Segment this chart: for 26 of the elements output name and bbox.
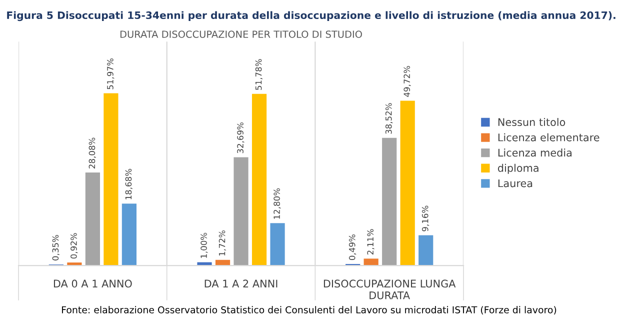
chart-title: Figura 5 Disoccupati 15-34enni per durata della disoccupazione e livello di istruzione (media annua 2017). [7,11,616,22]
data-label: 9,16% [422,206,430,232]
data-label: 51,97% [107,58,114,90]
data-label: 38,52% [385,103,393,134]
source-note: Fonte: elaborazione Osservatorio Statistico dei Consulenti del Lavoro su microdati ISTAT (Forze di lavoro) [62,306,556,314]
legend-label: Laurea [498,179,532,188]
data-label: 51,78% [255,59,263,90]
x-tick-label: DISOCCUPAZIONE LUNGA DURATA [324,280,456,300]
data-label: 0,49% [348,234,356,260]
data-label: 1,00% [200,232,208,258]
data-label: 12,80% [274,188,281,219]
x-tick-label: DA 1 A 2 ANNI [204,280,278,288]
data-label: 2,11% [367,229,374,255]
data-label: 18,68% [125,168,132,200]
legend-label: Licenza elementare [498,133,600,142]
legend-label: Licenza media [498,148,572,157]
data-label: 32,69% [237,122,244,154]
data-label: 0,92% [70,233,78,259]
legend-label: diploma [498,164,538,174]
chart-subtitle: DURATA DISOCCUPAZIONE PER TITOLO DI STUDIO [120,30,362,38]
data-label: 1,72% [218,230,226,256]
data-label: 49,72% [404,66,411,97]
data-label: 28,08% [88,138,96,168]
data-label: 0,35% [52,234,60,260]
legend-label: Nessun titolo [498,118,566,126]
x-tick-label: DA 0 A 1 ANNO [54,280,132,288]
